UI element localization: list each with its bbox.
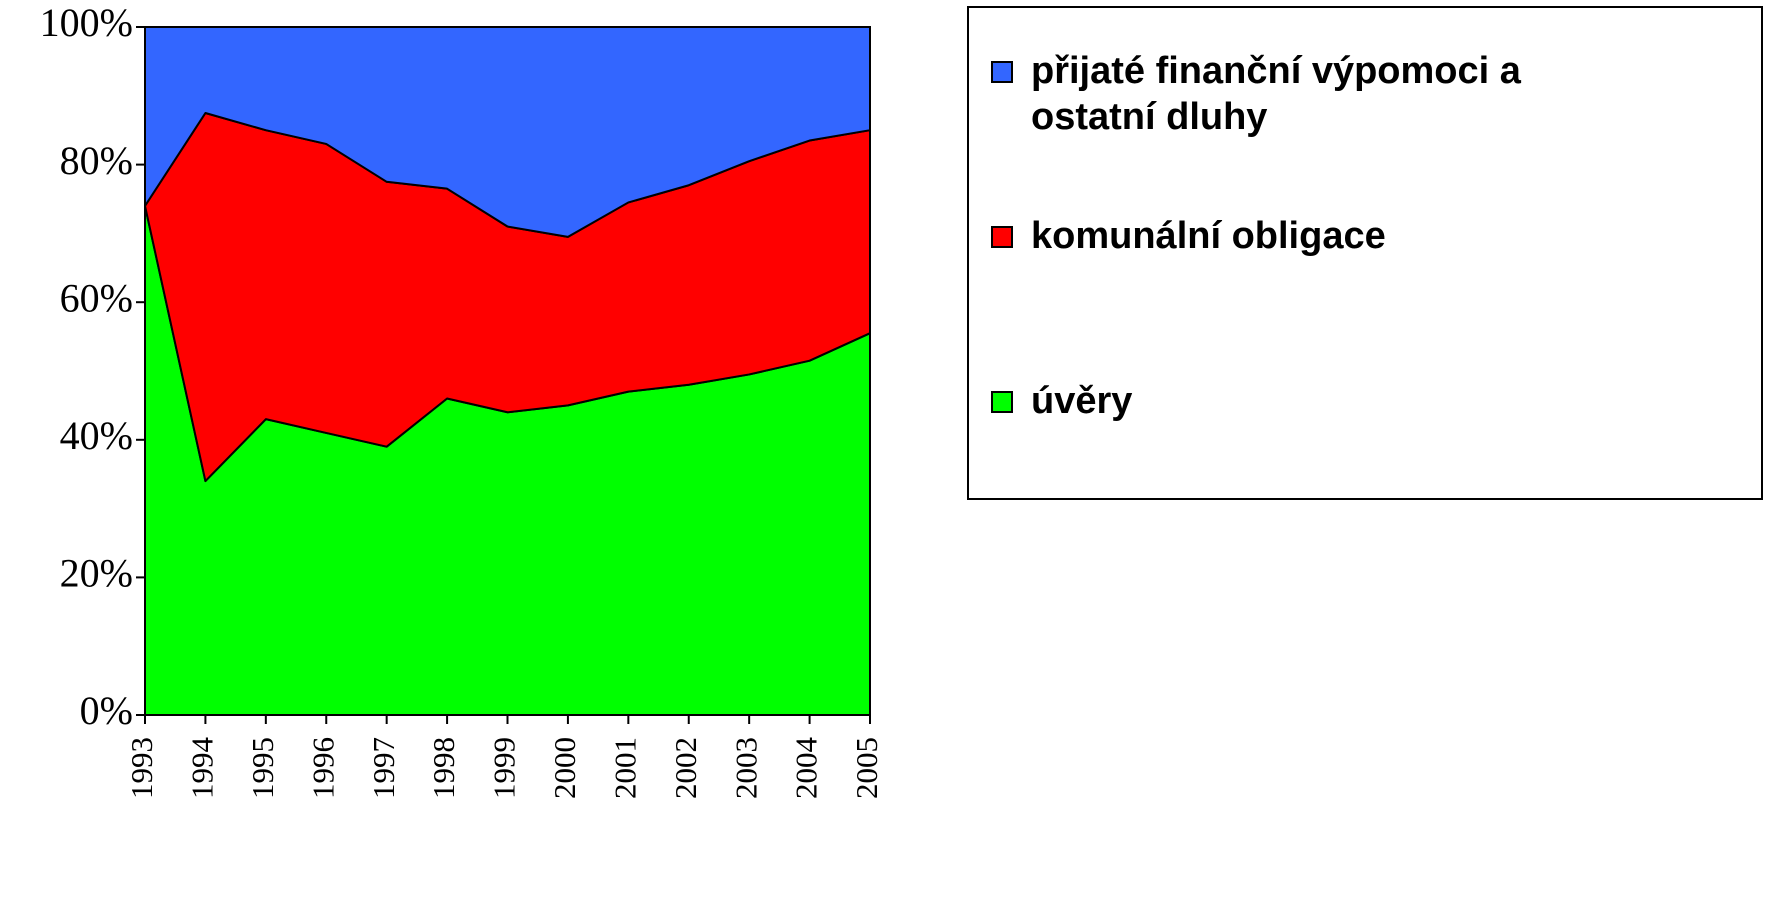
y-tick-label: 100% (40, 0, 133, 45)
legend-label: komunální obligace (1031, 215, 1386, 257)
legend-swatch (991, 391, 1013, 413)
x-tick-label: 2004 (789, 737, 824, 800)
legend-label: úvěry (1031, 380, 1133, 422)
x-tick-label: 2002 (668, 737, 703, 799)
x-tick-label: 1993 (124, 737, 159, 799)
legend-item: komunální obligace (991, 213, 1751, 259)
y-tick-label: 20% (60, 551, 133, 596)
x-tick-label: 1999 (487, 737, 522, 799)
legend-swatch (991, 61, 1013, 83)
x-tick-label: 1998 (426, 737, 461, 799)
y-tick-label: 40% (60, 413, 133, 458)
x-tick-label: 2001 (607, 737, 642, 799)
x-tick-label: 1994 (185, 737, 220, 800)
legend-swatch (991, 226, 1013, 248)
x-tick-label: 2005 (849, 737, 884, 799)
chart: 0% 20% 40% 60% 80% 100% 1993 1994 1995 1996 1997 19… (40, 0, 884, 800)
x-tick-label: 2000 (547, 737, 582, 799)
legend-item: úvěry (991, 378, 1751, 424)
y-tick-label: 60% (60, 275, 133, 320)
x-tick-label: 2003 (728, 737, 763, 799)
x-tick-label: 1996 (305, 737, 340, 799)
y-tick-label: 0% (80, 688, 133, 733)
x-tick-label: 1995 (245, 737, 280, 799)
y-tick-label: 80% (60, 138, 133, 183)
legend-item: přijaté finanční výpomoci a ostatní dluh… (991, 48, 1751, 140)
legend: přijaté finanční výpomoci a ostatní dluh… (967, 6, 1763, 500)
x-tick-label: 1997 (366, 737, 401, 799)
legend-label: přijaté finanční výpomoci a ostatní dluh… (1031, 50, 1521, 138)
